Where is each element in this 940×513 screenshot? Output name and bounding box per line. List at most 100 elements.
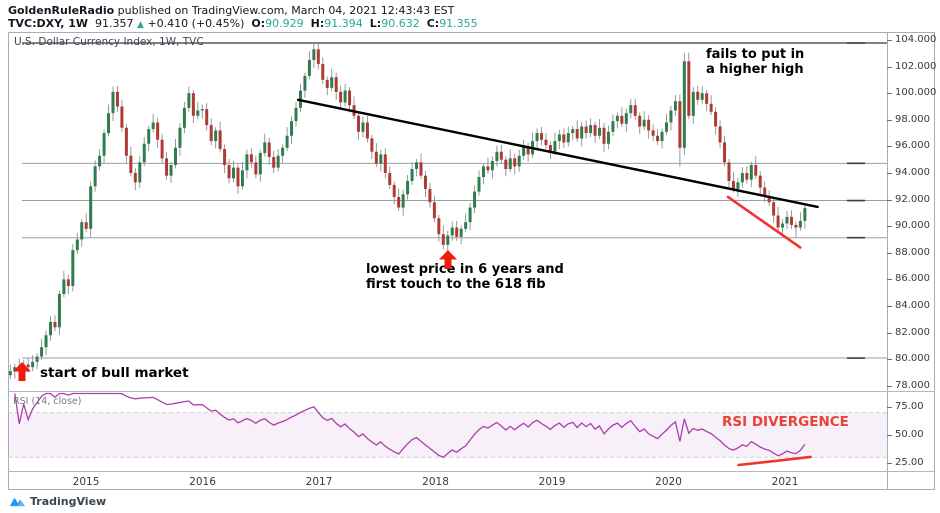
candle-body [334,77,338,92]
candle-body [584,126,588,134]
price-tick-label: 84.000 [895,300,930,311]
candle-body [423,175,427,189]
candle-body [441,234,445,245]
price-tick-label: 80.000 [895,353,930,365]
candle-body [611,121,615,132]
candle-body [165,158,169,176]
rsi-tick-label: 50.00 [895,429,924,440]
rsi-divergence-trendline [737,455,812,467]
candle-body [71,250,75,287]
candle-body [754,165,758,176]
tradingview-attribution[interactable]: TradingView [9,492,106,510]
rsi-band [8,412,887,458]
candle-body [365,122,369,139]
candle-body [98,155,102,167]
tradingview-logo-icon [9,497,26,506]
candle-body [776,215,780,228]
time-axis-year-label: 2021 [771,476,799,488]
candle-body [142,143,146,163]
time-axis-year-label: 2019 [538,476,566,488]
candle-body [138,162,142,183]
candle-body [745,173,749,180]
symbol-name[interactable]: TVC:DXY, 1W [8,17,89,30]
price-tick-label: 96.000 [895,140,930,152]
price-tick-label: 102.000 [895,60,937,72]
candle-body [111,91,115,114]
candle-body [75,239,79,251]
time-axis-year-label: 2017 [305,476,333,488]
candle-body [227,165,231,179]
price-tick-label: 82.000 [895,326,930,338]
candle-body [290,121,294,136]
price-tick-mark [887,66,892,68]
low-label: L: [369,17,382,30]
candle-body [232,167,236,179]
annotation-line: a higher high [706,62,804,77]
candle-body [432,202,436,219]
time-axis-year-label: 2020 [655,476,682,488]
time-axis-year-label: 2016 [189,476,216,488]
candle-body [450,227,454,236]
candle-body [44,335,48,348]
candle-body [276,155,280,168]
candle-body [281,147,285,156]
candle-body [606,131,610,144]
candle-body [147,129,151,144]
candle-body [178,127,182,148]
annotation-line: fails to put in [706,47,805,62]
price-tick-mark [887,146,892,148]
candle-body [490,161,494,171]
candle-body [602,127,606,144]
candle-body [419,162,423,176]
price-tick-mark [887,359,892,361]
candle-body [758,175,762,188]
candle-body [49,321,53,336]
publisher-name: GoldenRuleRadio [8,4,115,17]
candle-body [249,154,253,163]
rsi-indicator-label[interactable]: RSI (14, close) [13,396,82,407]
candle-body [80,222,84,240]
candle-body [575,129,579,139]
candle-body [468,207,472,223]
candle-body [669,110,673,123]
candle-body [705,93,709,104]
candle-body [160,139,164,159]
candle-body [455,227,459,237]
candle-body [415,162,419,170]
candle-body [566,133,570,143]
price-tick-label: 86.000 [895,273,930,285]
chart-legend-title[interactable]: U.S. Dollar Currency Index, 1W, TVC [14,36,204,48]
pane-divider[interactable] [8,391,935,392]
annotation-rsi-divergence: RSI DIVERGENCE [722,414,849,430]
price-tick-mark [887,93,892,95]
candle-body [272,157,276,168]
candle-body [598,127,602,136]
candle-body [767,196,771,203]
candle-body [798,220,802,228]
chart-frame [8,32,935,490]
close-label: C: [426,17,440,30]
candle-body [499,151,503,160]
candle-body [379,154,383,164]
annotation-line: first touch to the 618 fib [366,277,546,292]
candle-body [504,159,508,170]
candle-body [495,151,499,162]
price-tick-mark [887,279,892,281]
candle-body [53,321,57,328]
candle-body [526,146,530,155]
annotation-fails-higher-high: fails to put in a higher high [706,47,804,77]
red-up-arrow-icon [439,250,457,269]
candle-body [789,216,793,225]
candle-body [508,158,512,170]
candle-body [656,135,660,142]
price-change: +0.410 (+0.45%) [147,17,245,30]
candle-body [740,173,744,183]
rsi-tick-mark [887,435,892,436]
candle-body [718,126,722,143]
candle-body [102,133,106,156]
red-up-arrow-icon [13,362,31,381]
candle-body [660,131,664,142]
rsi-tick-label: 25.00 [895,457,924,468]
